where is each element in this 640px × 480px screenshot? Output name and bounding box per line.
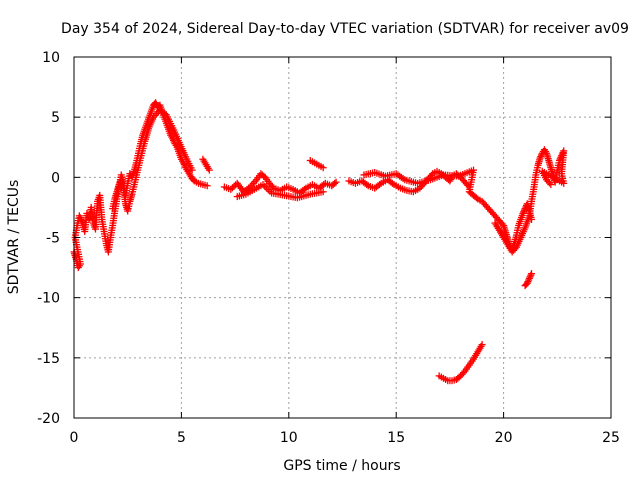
x-tick-label: 0 bbox=[70, 430, 79, 446]
x-tick-label: 15 bbox=[387, 430, 405, 446]
data-point bbox=[331, 179, 339, 187]
chart-title: Day 354 of 2024, Sidereal Day-to-day VTE… bbox=[61, 21, 629, 37]
y-tick-label: -5 bbox=[46, 231, 60, 247]
data-point bbox=[205, 166, 213, 174]
data-point bbox=[524, 278, 532, 286]
x-tick-label: 5 bbox=[177, 430, 186, 446]
y-tick-label: 5 bbox=[51, 110, 60, 126]
data-point bbox=[319, 188, 327, 196]
data-point bbox=[427, 171, 435, 179]
data-point bbox=[472, 194, 480, 202]
data-point bbox=[478, 341, 486, 349]
x-tick-label: 10 bbox=[280, 430, 298, 446]
x-tick-label: 25 bbox=[602, 430, 620, 446]
data-point bbox=[526, 273, 534, 281]
data-point bbox=[525, 274, 533, 282]
data-point bbox=[180, 160, 188, 168]
data-point bbox=[460, 369, 468, 377]
data-point bbox=[511, 245, 519, 253]
data-point bbox=[363, 181, 371, 189]
data-point bbox=[527, 271, 535, 279]
data-point bbox=[520, 208, 528, 216]
data-point bbox=[188, 166, 196, 174]
data-point bbox=[528, 270, 536, 278]
data-point bbox=[332, 178, 340, 186]
data-point bbox=[300, 185, 308, 193]
data-point bbox=[519, 209, 527, 217]
x-axis-label: GPS time / hours bbox=[283, 458, 400, 474]
data-point bbox=[268, 183, 276, 191]
data-point bbox=[525, 276, 533, 284]
data-point bbox=[520, 206, 528, 214]
data-point bbox=[319, 164, 327, 172]
data-point bbox=[376, 181, 384, 189]
data-point bbox=[558, 150, 566, 158]
data-point bbox=[227, 185, 235, 193]
y-tick-label: 10 bbox=[42, 50, 60, 66]
data-point bbox=[547, 181, 555, 189]
data-point bbox=[537, 152, 545, 160]
data-point bbox=[536, 154, 544, 162]
data-point bbox=[388, 179, 396, 187]
y-tick-label: -10 bbox=[37, 291, 60, 307]
y-tick-label: -20 bbox=[37, 411, 60, 427]
data-points bbox=[70, 99, 568, 385]
data-point bbox=[228, 184, 236, 192]
data-point bbox=[203, 182, 211, 190]
x-tick-label: 20 bbox=[495, 430, 513, 446]
data-point bbox=[447, 175, 455, 183]
y-tick-label: 0 bbox=[51, 170, 60, 186]
y-tick-label: -15 bbox=[37, 351, 60, 367]
data-point bbox=[523, 279, 531, 287]
data-point bbox=[152, 99, 160, 107]
y-axis-label: SDTVAR / TECUs bbox=[6, 180, 22, 295]
data-point bbox=[545, 179, 553, 187]
axis-ticks: 0 5 10 15 20 25 -20 -15 -10 -5 0 5 10 bbox=[37, 50, 620, 446]
